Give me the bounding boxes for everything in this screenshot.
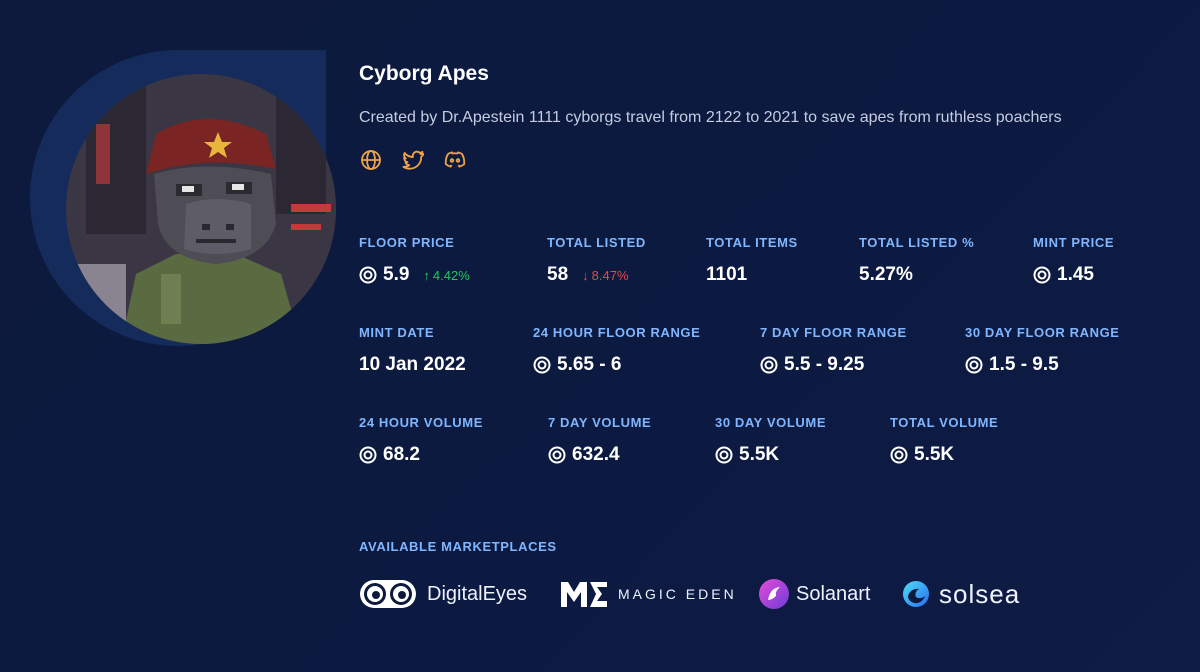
stat-value: 5.5K bbox=[739, 444, 780, 465]
stat-value: 58 bbox=[547, 264, 569, 285]
marketplace-solsea[interactable]: solsea bbox=[901, 576, 1020, 612]
marketplace-name: DigitalEyes bbox=[427, 582, 528, 605]
stat-label: 7 DAY VOLUME bbox=[548, 415, 652, 430]
solsea-logo-icon bbox=[901, 579, 931, 609]
stat-floor-price: FLOOR PRICE 5.9 ↑ 4.42% bbox=[359, 235, 470, 286]
stat-value: 5.65 - 6 bbox=[557, 354, 622, 375]
stat-value: 1101 bbox=[706, 264, 748, 285]
marketplace-name: solsea bbox=[939, 578, 1021, 609]
marketplace-name: MAGIC EDEN bbox=[618, 586, 737, 602]
solana-icon bbox=[1033, 266, 1051, 284]
stat-value: 68.2 bbox=[383, 444, 420, 465]
solana-icon bbox=[548, 446, 566, 464]
stat-value: 632.4 bbox=[572, 444, 620, 465]
stat-label: 24 HOUR VOLUME bbox=[359, 415, 483, 430]
arrow-down-icon: ↓ bbox=[582, 267, 589, 283]
stat-floor-range-24h: 24 HOUR FLOOR RANGE 5.65 - 6 bbox=[533, 325, 700, 376]
stat-volume-7d: 7 DAY VOLUME 632.4 bbox=[548, 415, 651, 466]
solana-icon bbox=[359, 446, 377, 464]
avatar-frame bbox=[30, 50, 336, 346]
stat-value: 5.9 bbox=[383, 264, 410, 285]
stat-label: 7 DAY FLOOR RANGE bbox=[760, 325, 907, 340]
solana-icon bbox=[890, 446, 908, 464]
stat-value: 1.45 bbox=[1057, 264, 1094, 285]
stat-label: 30 DAY FLOOR RANGE bbox=[965, 325, 1120, 340]
collection-title: Cyborg Apes bbox=[359, 62, 489, 85]
collection-avatar bbox=[66, 74, 336, 344]
stat-label: TOTAL LISTED % bbox=[859, 235, 975, 250]
marketplace-digitaleyes[interactable]: DigitalEyes bbox=[359, 576, 527, 612]
collection-description: Created by Dr.Apestein 1111 cyborgs trav… bbox=[359, 109, 1062, 126]
stat-label: MINT PRICE bbox=[1033, 235, 1115, 250]
stat-total-listed: TOTAL LISTED 58 ↓ 8.47% bbox=[547, 235, 646, 286]
discord-icon[interactable] bbox=[443, 148, 467, 172]
stat-label: TOTAL LISTED bbox=[547, 235, 646, 250]
solana-icon bbox=[760, 356, 778, 374]
marketplace-name: Solanart bbox=[796, 582, 871, 605]
stat-mint-date: MINT DATE 10 Jan 2022 bbox=[359, 325, 466, 376]
solana-icon bbox=[965, 356, 983, 374]
solana-icon bbox=[533, 356, 551, 374]
stat-floor-range-7d: 7 DAY FLOOR RANGE 5.5 - 9.25 bbox=[760, 325, 907, 376]
social-links bbox=[359, 148, 467, 172]
stat-label: FLOOR PRICE bbox=[359, 235, 455, 250]
marketplaces-heading: AVAILABLE MARKETPLACES bbox=[359, 539, 557, 554]
stat-volume-24h: 24 HOUR VOLUME 68.2 bbox=[359, 415, 483, 466]
globe-icon[interactable] bbox=[359, 148, 383, 172]
marketplace-magic-eden[interactable]: MAGIC EDEN bbox=[560, 576, 737, 612]
stat-total-items: TOTAL ITEMS 1101 bbox=[706, 235, 798, 286]
stat-change-up: ↑ 4.42% bbox=[423, 267, 470, 283]
stat-value: 5.5K bbox=[914, 444, 955, 465]
stat-label: 24 HOUR FLOOR RANGE bbox=[533, 325, 701, 340]
stat-value: 10 Jan 2022 bbox=[359, 354, 466, 375]
stat-mint-price: MINT PRICE 1.45 bbox=[1033, 235, 1114, 286]
twitter-icon[interactable] bbox=[401, 148, 425, 172]
solanart-logo-icon bbox=[758, 578, 790, 610]
solana-icon bbox=[359, 266, 377, 284]
stat-value: 1.5 - 9.5 bbox=[989, 354, 1059, 375]
stat-volume-total: TOTAL VOLUME 5.5K bbox=[890, 415, 998, 466]
stat-value: 5.27% bbox=[859, 264, 913, 285]
marketplace-solanart[interactable]: Solanart bbox=[758, 576, 871, 612]
stat-change-down: ↓ 8.47% bbox=[582, 267, 629, 283]
cyborg-ape-image bbox=[66, 74, 336, 344]
stat-total-listed-pct: TOTAL LISTED % 5.27% bbox=[859, 235, 974, 286]
stat-floor-range-30d: 30 DAY FLOOR RANGE 1.5 - 9.5 bbox=[965, 325, 1120, 376]
stat-label: TOTAL VOLUME bbox=[890, 415, 999, 430]
stat-volume-30d: 30 DAY VOLUME 5.5K bbox=[715, 415, 826, 466]
arrow-up-icon: ↑ bbox=[423, 267, 430, 283]
stat-label: MINT DATE bbox=[359, 325, 435, 340]
stat-label: TOTAL ITEMS bbox=[706, 235, 798, 250]
stat-label: 30 DAY VOLUME bbox=[715, 415, 827, 430]
digitaleyes-logo-icon bbox=[359, 579, 417, 609]
stat-value: 5.5 - 9.25 bbox=[784, 354, 865, 375]
solana-icon bbox=[715, 446, 733, 464]
magic-eden-logo-icon bbox=[560, 579, 608, 609]
